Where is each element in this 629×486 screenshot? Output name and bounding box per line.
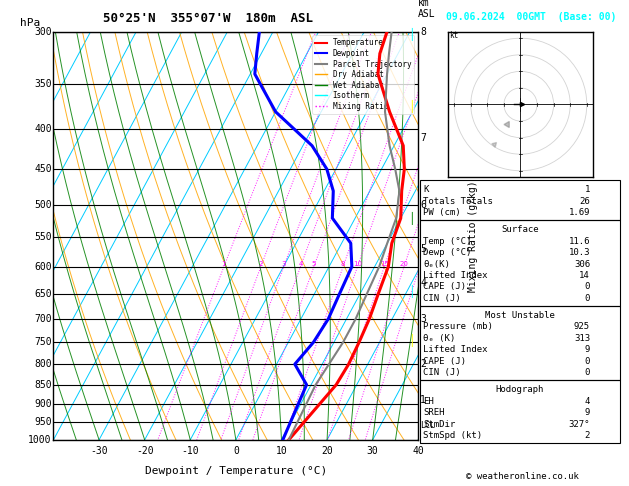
Text: 09.06.2024  00GMT  (Base: 00): 09.06.2024 00GMT (Base: 00): [447, 12, 616, 22]
Text: CIN (J): CIN (J): [423, 294, 461, 303]
Text: 750: 750: [34, 337, 52, 347]
Text: 400: 400: [34, 124, 52, 134]
Text: 5: 5: [420, 244, 426, 254]
Text: θₑ(K): θₑ(K): [423, 260, 450, 269]
Text: 1: 1: [221, 260, 226, 267]
Text: StmSpd (kt): StmSpd (kt): [423, 431, 482, 440]
Text: 1.69: 1.69: [569, 208, 590, 217]
Text: 40: 40: [413, 446, 424, 456]
Text: 20: 20: [399, 260, 408, 267]
Text: 9: 9: [584, 346, 590, 354]
Text: Dewpoint / Temperature (°C): Dewpoint / Temperature (°C): [145, 467, 327, 476]
Text: CAPE (J): CAPE (J): [423, 282, 466, 292]
Text: 313: 313: [574, 334, 590, 343]
Text: Surface: Surface: [501, 226, 538, 234]
Text: 7: 7: [420, 133, 426, 142]
Text: Lifted Index: Lifted Index: [423, 271, 488, 280]
Text: 9: 9: [584, 408, 590, 417]
Text: -30: -30: [90, 446, 108, 456]
Text: 8: 8: [420, 27, 426, 36]
Text: 925: 925: [574, 323, 590, 331]
Text: 600: 600: [34, 261, 52, 272]
Text: 30: 30: [367, 446, 379, 456]
Text: StmDir: StmDir: [423, 420, 455, 429]
Text: 2: 2: [420, 359, 426, 369]
Text: 11.6: 11.6: [569, 237, 590, 246]
Text: 50°25'N  355°07'W  180m  ASL: 50°25'N 355°07'W 180m ASL: [103, 12, 313, 25]
Text: 500: 500: [34, 200, 52, 210]
Text: 550: 550: [34, 232, 52, 242]
Text: 5: 5: [312, 260, 316, 267]
Text: 900: 900: [34, 399, 52, 409]
Text: -10: -10: [181, 446, 199, 456]
Text: 450: 450: [34, 164, 52, 174]
Text: 26: 26: [579, 196, 590, 206]
Text: 1: 1: [584, 185, 590, 194]
Text: 4: 4: [298, 260, 303, 267]
Text: Pressure (mb): Pressure (mb): [423, 323, 493, 331]
Text: 0: 0: [584, 282, 590, 292]
Text: θₑ (K): θₑ (K): [423, 334, 455, 343]
Text: © weatheronline.co.uk: © weatheronline.co.uk: [465, 472, 579, 481]
Text: │: │: [409, 285, 415, 298]
Text: │: │: [409, 101, 415, 113]
Text: 300: 300: [34, 27, 52, 36]
Text: 800: 800: [34, 359, 52, 369]
Text: Totals Totals: Totals Totals: [423, 196, 493, 206]
Text: 3: 3: [420, 314, 426, 324]
Text: 14: 14: [579, 271, 590, 280]
Text: Lifted Index: Lifted Index: [423, 346, 488, 354]
Text: 1: 1: [420, 395, 426, 405]
Text: K: K: [423, 185, 429, 194]
Legend: Temperature, Dewpoint, Parcel Trajectory, Dry Adiabat, Wet Adiabat, Isotherm, Mi: Temperature, Dewpoint, Parcel Trajectory…: [312, 35, 415, 114]
Text: Mixing Ratio (g/kg): Mixing Ratio (g/kg): [468, 180, 478, 292]
Text: 3: 3: [281, 260, 286, 267]
Text: 10.3: 10.3: [569, 248, 590, 257]
Text: hPa: hPa: [19, 17, 40, 28]
Text: 850: 850: [34, 380, 52, 390]
Text: 0: 0: [584, 368, 590, 377]
Text: 650: 650: [34, 289, 52, 299]
Text: 350: 350: [34, 79, 52, 89]
Text: 0: 0: [233, 446, 239, 456]
Text: 6: 6: [420, 200, 426, 210]
Text: 4: 4: [420, 278, 426, 288]
Text: CIN (J): CIN (J): [423, 368, 461, 377]
Text: kt: kt: [449, 31, 459, 40]
Text: 0: 0: [584, 357, 590, 366]
Text: SREH: SREH: [423, 408, 445, 417]
Text: Dewp (°C): Dewp (°C): [423, 248, 472, 257]
Text: km
ASL: km ASL: [418, 0, 436, 19]
Text: 1000: 1000: [28, 435, 52, 445]
Text: │: │: [409, 28, 415, 40]
Text: │: │: [409, 334, 415, 347]
Text: Temp (°C): Temp (°C): [423, 237, 472, 246]
Text: │: │: [409, 212, 415, 225]
Text: 10: 10: [353, 260, 362, 267]
Text: EH: EH: [423, 397, 434, 406]
Text: 10: 10: [276, 446, 287, 456]
Text: 20: 20: [321, 446, 333, 456]
Text: 950: 950: [34, 417, 52, 428]
Text: 327°: 327°: [569, 420, 590, 429]
Text: 4: 4: [584, 397, 590, 406]
Text: 306: 306: [574, 260, 590, 269]
Text: 2: 2: [584, 431, 590, 440]
Text: Hodograph: Hodograph: [496, 385, 544, 395]
Text: -20: -20: [136, 446, 153, 456]
Text: 0: 0: [584, 294, 590, 303]
Text: Most Unstable: Most Unstable: [485, 311, 555, 320]
Text: 8: 8: [341, 260, 345, 267]
Text: 700: 700: [34, 314, 52, 324]
Text: 15: 15: [380, 260, 389, 267]
Text: 2: 2: [259, 260, 263, 267]
Text: LCL: LCL: [420, 421, 435, 431]
Text: CAPE (J): CAPE (J): [423, 357, 466, 366]
Text: PW (cm): PW (cm): [423, 208, 461, 217]
